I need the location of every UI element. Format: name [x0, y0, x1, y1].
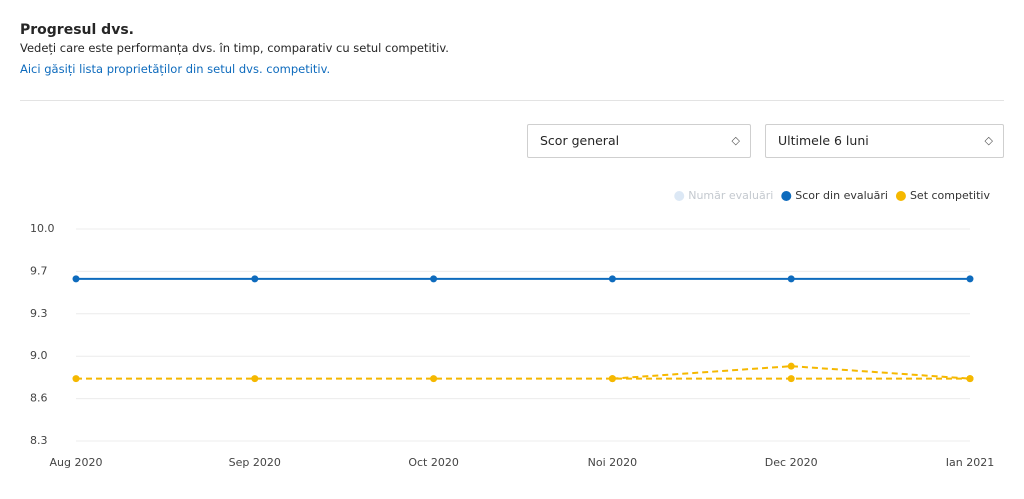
data-point: [72, 375, 80, 383]
y-tick-label: 8.3: [30, 434, 48, 447]
legend-dot: [674, 191, 685, 201]
y-tick-label: 8.6: [30, 392, 48, 405]
metric-value: Scor general: [540, 133, 620, 148]
divider: [20, 100, 1004, 101]
link[interactable]: Aici găsiți lista proprietăților din set…: [20, 62, 331, 76]
data-point: [608, 375, 616, 383]
data-point: [72, 275, 80, 283]
y-tick-label: 9.0: [30, 349, 48, 362]
data-point: [787, 275, 795, 283]
data-point: [251, 275, 259, 283]
data-point: [251, 375, 259, 383]
data-point: [430, 375, 438, 383]
subtitle: Vedeți care este performanța dvs. în tim…: [20, 41, 449, 55]
legend-dot: [781, 191, 792, 201]
x-tick-label: Ian 2021: [946, 456, 994, 469]
period-select[interactable]: Ultimele 6 luni ◇: [765, 124, 1004, 158]
x-tick-label: Oct 2020: [408, 456, 459, 469]
y-tick-label: 9.7: [30, 264, 48, 277]
x-tick-label: Noi 2020: [588, 456, 638, 469]
title: Progresul dvs.: [20, 22, 134, 38]
y-tick-label: 10.0: [30, 222, 55, 235]
data-point: [966, 275, 974, 283]
data-point: [787, 362, 795, 370]
x-tick-label: Sep 2020: [229, 456, 281, 469]
y-tick-label: 9.3: [30, 307, 48, 320]
metric-select[interactable]: Scor general ◇: [527, 124, 751, 158]
legend-label[interactable]: Set competitiv: [910, 189, 991, 202]
data-point: [966, 375, 974, 383]
data-point: [430, 275, 438, 283]
x-tick-label: Aug 2020: [50, 456, 103, 469]
legend-label[interactable]: Scor din evaluări: [795, 189, 888, 202]
legend-label[interactable]: Număr evaluări: [688, 189, 773, 202]
data-point: [787, 375, 795, 383]
legend-dot: [895, 191, 906, 201]
x-tick-label: Dec 2020: [765, 456, 818, 469]
period-value: Ultimele 6 luni: [778, 133, 869, 148]
data-point: [608, 275, 616, 283]
